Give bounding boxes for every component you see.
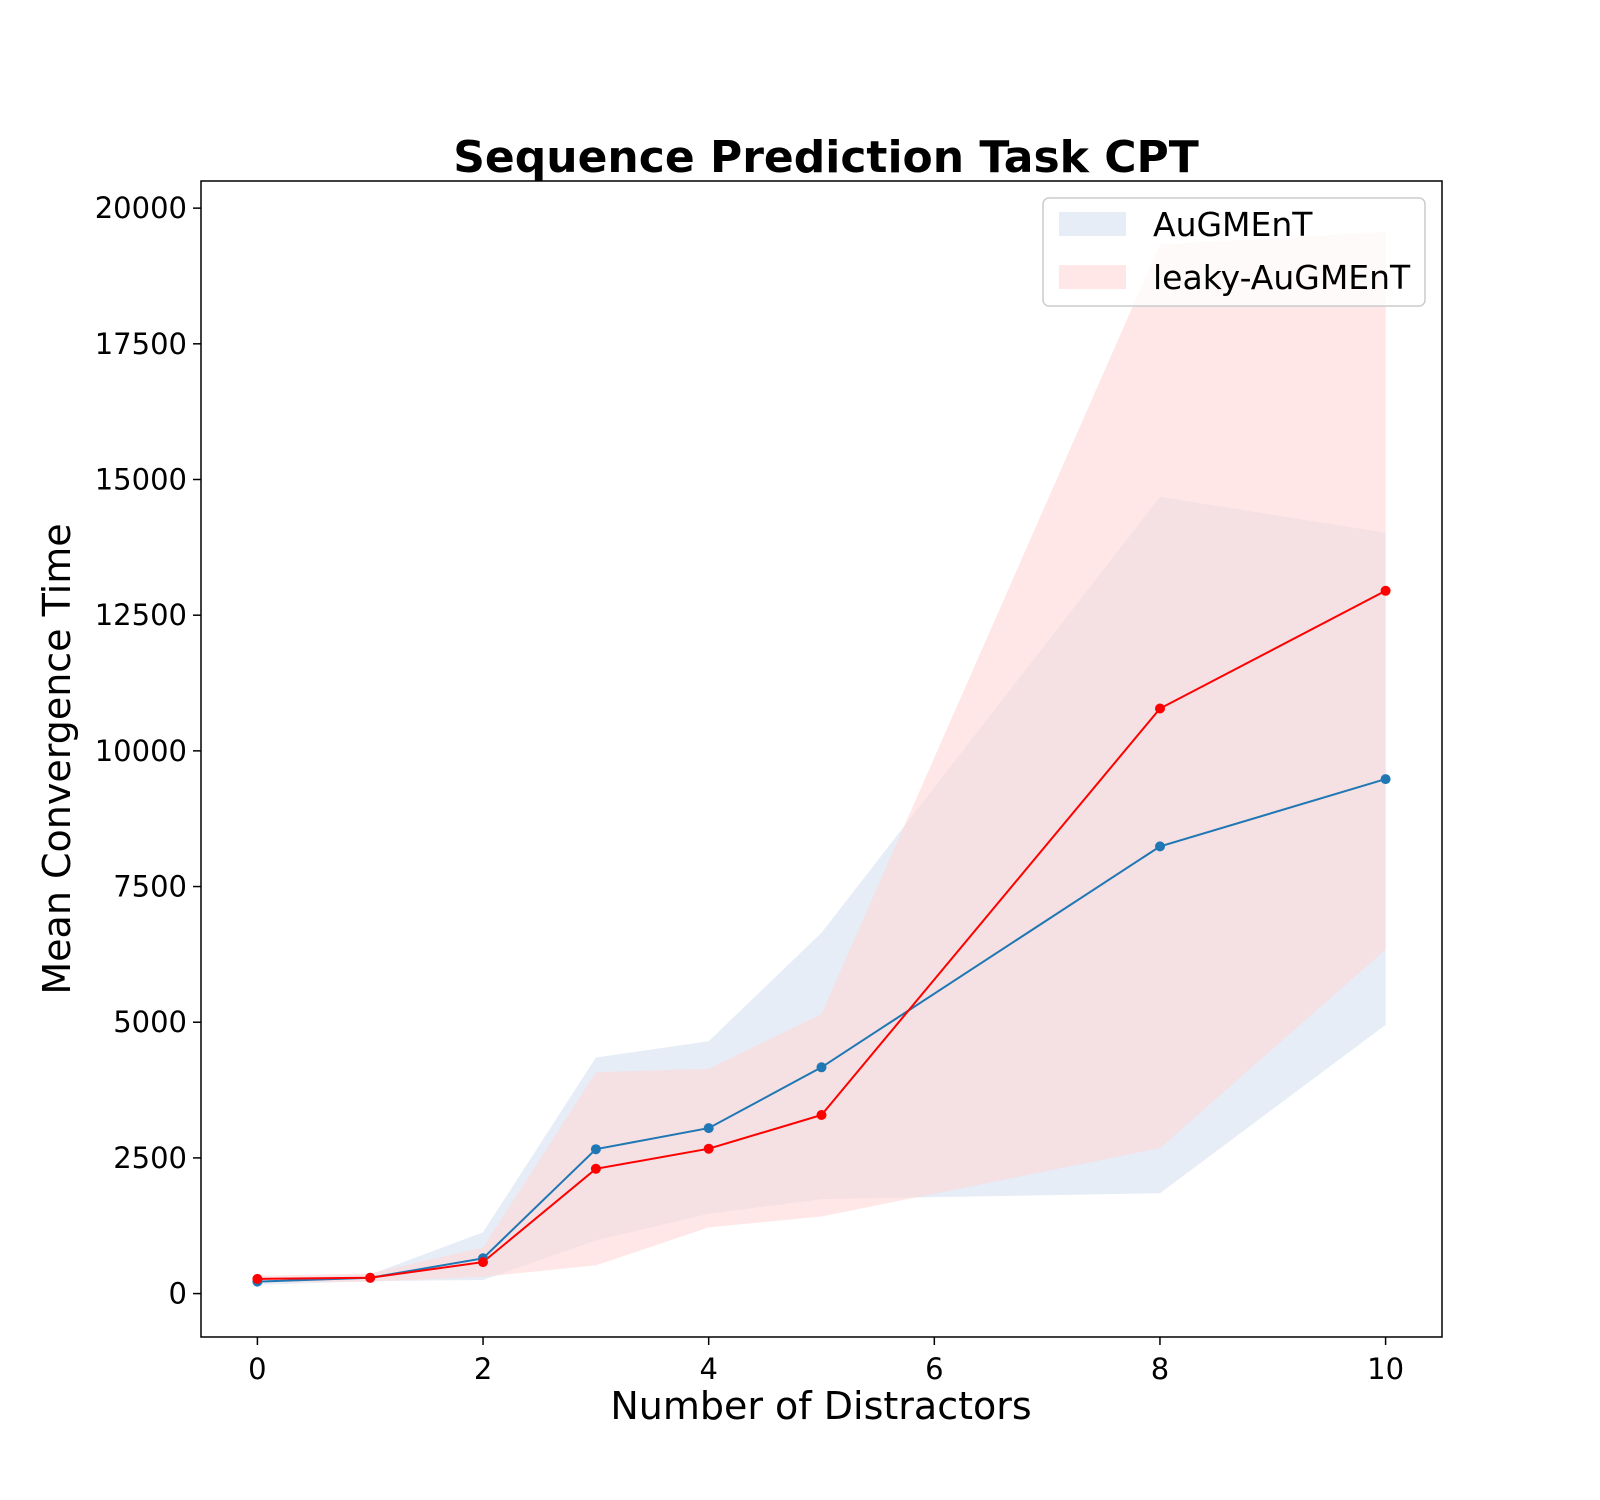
y-tick-label: 20000 [95, 191, 187, 225]
data-point-augment [590, 1144, 601, 1155]
data-point-augment [703, 1123, 714, 1134]
x-tick-label: 6 [925, 1352, 943, 1386]
confidence-bands [257, 232, 1386, 1285]
x-tick-label: 4 [699, 1352, 717, 1386]
y-axis-ticks: 0 2500 5000 7500 10000 12500 15000 17500 20000 [95, 191, 201, 1311]
data-point-leaky-augment [478, 1257, 488, 1268]
y-tick-label: 17500 [95, 327, 187, 361]
x-tick-label: 2 [474, 1352, 492, 1386]
series-lines [257, 589, 1387, 1283]
plot-frame [200, 180, 1443, 1338]
band-leaky-augment [257, 232, 1386, 1283]
data-point-leaky-augment [365, 1272, 376, 1283]
y-tick-label: 10000 [95, 734, 187, 768]
y-axis-label: Mean Convergence Time [35, 523, 79, 994]
legend-label: leaky-AuGMEnT [1153, 258, 1411, 297]
line-leaky-augment [257, 589, 1387, 1280]
data-point-leaky-augment [1155, 703, 1165, 714]
series-points [252, 585, 1391, 1287]
x-tick-label: 10 [1367, 1352, 1404, 1386]
data-point-augment [816, 1062, 827, 1073]
data-point-leaky-augment [1380, 585, 1391, 596]
x-tick-label: 0 [248, 1352, 266, 1386]
data-point-leaky-augment [252, 1273, 263, 1284]
legend-swatch [1059, 265, 1126, 289]
legend-label: AuGMEnT [1153, 205, 1313, 244]
y-tick-label: 2500 [113, 1141, 187, 1175]
y-tick-label: 15000 [95, 462, 187, 496]
data-point-leaky-augment [703, 1143, 714, 1154]
legend-frame [1042, 197, 1426, 307]
y-tick-label: 7500 [113, 870, 187, 904]
data-point-leaky-augment [816, 1110, 827, 1120]
data-point-augment [1380, 774, 1391, 785]
x-axis-ticks: 0 2 4 6 8 10 [248, 1337, 1404, 1386]
y-tick-label: 12500 [95, 598, 187, 632]
x-axis-label: Number of Distractors [610, 1384, 1031, 1428]
legend-swatch [1059, 212, 1126, 236]
x-tick-label: 8 [1151, 1352, 1169, 1386]
y-tick-label: 0 [169, 1277, 187, 1311]
chart-title: Sequence Prediction Task CPT [453, 132, 1199, 183]
legend: AuGMEnT leaky-AuGMEnT [1042, 197, 1426, 307]
y-tick-label: 5000 [113, 1005, 187, 1039]
data-point-augment [1155, 841, 1165, 852]
data-point-leaky-augment [590, 1163, 601, 1174]
